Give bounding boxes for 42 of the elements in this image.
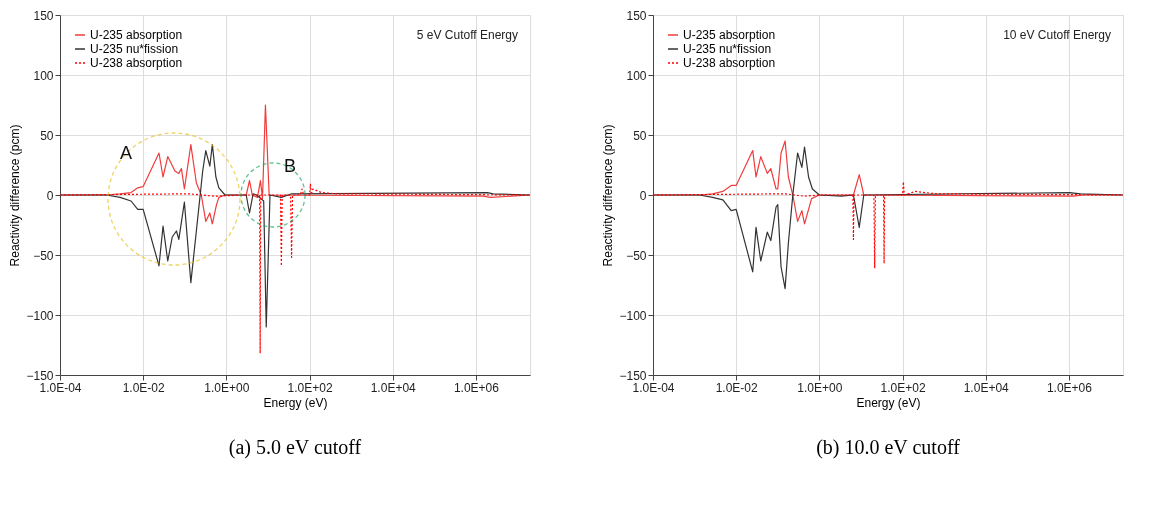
y-tick-label: −50 <box>626 248 647 263</box>
legend-label: U-238 absorption <box>683 56 776 70</box>
y-tick-label: 0 <box>46 188 54 203</box>
x-tick-label: 1.0E+04 <box>370 380 417 395</box>
y-tick-label: −100 <box>619 308 647 323</box>
annotation: B <box>283 156 297 176</box>
legend-label: U-235 absorption <box>683 28 776 42</box>
x-tick-label: 1.0E-02 <box>715 380 759 395</box>
y-tick-label: −50 <box>33 248 54 263</box>
y-tick-label: 100 <box>626 68 647 83</box>
x-tick-label: 1.0E+00 <box>204 380 250 395</box>
y-tick-label: 0 <box>639 188 647 203</box>
y-axis-title: Reactivity difference (pcm) <box>8 124 23 267</box>
y-tick-label: 50 <box>40 128 54 143</box>
x-axis-title: Energy (eV) <box>263 395 328 410</box>
y-tick-label: −150 <box>619 368 647 383</box>
y-tick-label: 50 <box>633 128 647 143</box>
x-tick-label: 1.0E+02 <box>880 380 926 395</box>
legend-label: U-235 nu*fission <box>90 42 179 56</box>
x-tick-label: 1.0E-04 <box>632 380 675 395</box>
x-axis-title: Energy (eV) <box>856 395 921 410</box>
y-tick-label: −150 <box>26 368 54 383</box>
x-tick-label: 1.0E+06 <box>1046 380 1093 395</box>
x-tick-label: 1.0E+06 <box>453 380 500 395</box>
y-axis-title: Reactivity difference (pcm) <box>601 124 616 267</box>
legend-label: U-235 nu*fission <box>683 42 772 56</box>
y-tick-label: 100 <box>33 68 54 83</box>
x-tick-label: 1.0E+04 <box>963 380 1010 395</box>
legend-label: U-235 absorption <box>90 28 183 42</box>
legend-label: U-238 absorption <box>90 56 183 70</box>
y-tick-label: 150 <box>33 8 54 23</box>
y-tick-label: −100 <box>26 308 54 323</box>
annotation: 10 eV Cutoff Energy <box>1003 28 1111 42</box>
x-tick-label: 1.0E-04 <box>39 380 82 395</box>
y-tick-label: 150 <box>626 8 647 23</box>
x-tick-label: 1.0E-02 <box>122 380 166 395</box>
text: (b) 10.0 eV cutoff <box>816 436 961 459</box>
x-tick-label: 1.0E+02 <box>287 380 333 395</box>
text: (a) 5.0 eV cutoff <box>228 436 362 459</box>
x-tick-label: 1.0E+00 <box>797 380 843 395</box>
annotation: A <box>119 143 133 163</box>
annotation: 5 eV Cutoff Energy <box>416 28 518 42</box>
